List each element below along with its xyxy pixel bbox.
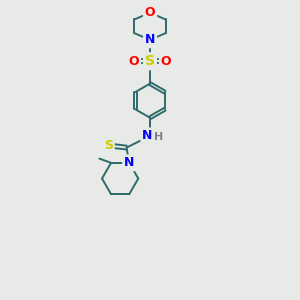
Text: O: O <box>161 55 171 68</box>
Text: S: S <box>104 139 113 152</box>
Text: S: S <box>145 54 155 68</box>
Text: H: H <box>154 132 164 142</box>
Text: N: N <box>124 156 134 169</box>
Text: N: N <box>142 129 153 142</box>
Text: N: N <box>145 33 155 46</box>
Text: O: O <box>145 6 155 19</box>
Text: O: O <box>129 55 139 68</box>
